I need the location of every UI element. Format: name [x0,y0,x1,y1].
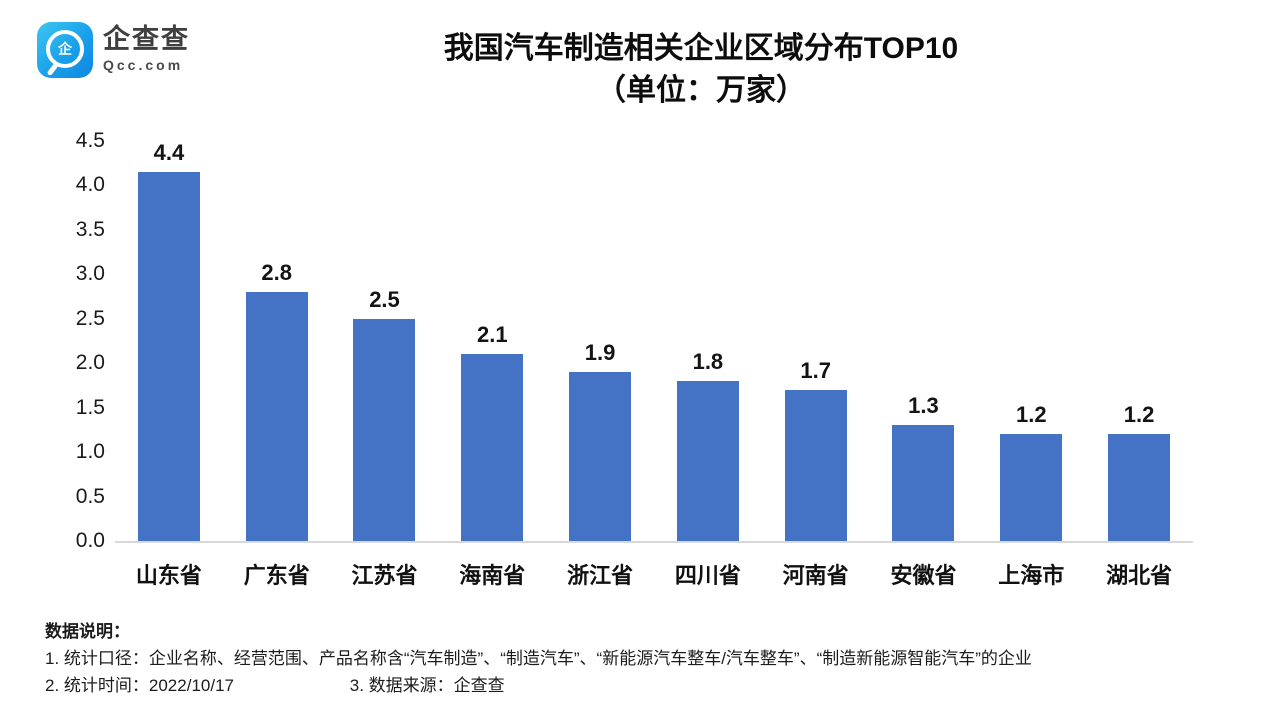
bar-group: 1.3 [870,141,978,541]
bar [353,318,416,541]
y-tick-label: 1.0 [75,440,105,464]
y-tick-label: 4.0 [75,173,105,197]
y-tick-label: 0.5 [75,484,105,508]
bar [784,389,847,541]
data-notes: 数据说明： 1. 统计口径：企业名称、经营范围、产品名称含“汽车制造”、“制造汽… [45,618,1245,699]
y-tick-label: 2.0 [75,351,105,375]
bar [1108,434,1171,541]
bar [461,354,524,541]
chart-subtitle: （单位：万家） [596,74,806,107]
note-data-source: 3. 数据来源：企查查 [349,676,505,695]
y-tick-label: 3.5 [75,217,105,241]
bar-value-label: 1.2 [1015,402,1047,428]
category-label: 河南省 [782,563,849,588]
note-line-2: 2. 统计时间：2022/10/17 3. 数据来源：企查查 [45,672,1245,699]
y-tick-label: 1.5 [75,395,105,419]
category-label: 浙江省 [567,563,634,588]
category-label: 四川省 [674,563,741,588]
category-label: 安徽省 [890,563,957,588]
y-tick-label: 3.0 [75,262,105,286]
bar-value-label: 4.4 [153,140,185,165]
bar [137,172,200,541]
bar [676,381,739,541]
chart-title-block: 我国汽车制造相关企业区域分布TOP10 （单位：万家） [134,28,1268,112]
logo-text: 企查查 Qcc.com [103,22,190,73]
notes-heading: 数据说明： [45,622,130,641]
y-tick-label: 0.0 [75,529,105,552]
bar-value-label: 2.5 [369,286,400,312]
category-label: 山东省 [135,563,202,588]
bar-value-label: 2.1 [476,322,508,348]
logo-name: 企查查 [103,24,190,54]
bar-group: 1.7 [762,141,870,541]
bar-group: 1.2 [1085,141,1193,541]
bar-group: 1.8 [654,141,762,541]
y-tick-label: 2.5 [75,306,105,330]
category-label: 广东省 [243,563,310,588]
bar-value-label: 1.7 [800,357,831,383]
note-line-1: 1. 统计口径：企业名称、经营范围、产品名称含“汽车制造”、“制造汽车”、“新能… [45,649,1032,668]
bar-value-label: 2.8 [261,260,292,286]
note-stat-time: 2. 统计时间：2022/10/17 [45,676,234,695]
bar-group: 2.5 [331,141,439,541]
qcc-logo-icon: 企 [37,22,93,78]
category-label: 江苏省 [351,563,418,588]
x-axis-category-labels: 山东省 广东省 江苏省 海南省 浙江省 四川省 河南省 安徽省 上海市 湖北省 [115,558,1193,590]
bar-group: 1.9 [546,141,654,541]
magnifier-ring-icon: 企 [46,30,84,68]
magnifier-handle-icon [46,62,59,77]
bar-value-label: 1.9 [584,340,616,366]
y-tick-label: 4.5 [75,129,105,152]
bar-group: 1.2 [977,141,1085,541]
bars-container: 4.4 2.8 2.5 2.1 1.9 1.8 1.7 1.3 1.2 1.2 [115,141,1193,541]
bar-group: 4.4 [115,141,223,541]
chart-title: 我国汽车制造相关企业区域分布TOP10 [443,32,959,65]
category-label: 海南省 [459,563,526,588]
bar [245,292,308,541]
plot-area: 4.4 2.8 2.5 2.1 1.9 1.8 1.7 1.3 1.2 1.2 [115,141,1193,543]
bar-group: 2.1 [438,141,546,541]
bar [1000,434,1063,541]
bar [569,372,632,541]
bar-group: 2.8 [223,141,331,541]
logo-icon-char: 企 [58,41,72,57]
bar-value-label: 1.2 [1123,402,1155,428]
category-label: 上海市 [998,563,1065,588]
bar-chart: 0.0 0.5 1.0 1.5 2.0 2.5 3.0 3.5 4.0 4.5 4.4 2.8 2.5… [0,115,1268,605]
logo-subtitle: Qcc.com [103,57,184,73]
bar-value-label: 1.8 [692,349,724,374]
category-label: 湖北省 [1106,563,1173,588]
qcc-logo: 企 企查查 Qcc.com [37,22,190,78]
bar [892,425,955,541]
bar-value-label: 1.3 [908,393,939,419]
